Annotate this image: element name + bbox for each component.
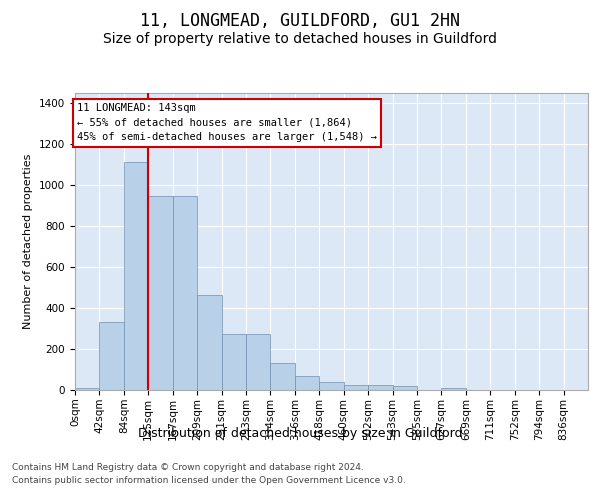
Bar <box>442 388 466 390</box>
Bar <box>197 294 221 390</box>
Bar <box>124 162 148 390</box>
Text: Contains HM Land Registry data © Crown copyright and database right 2024.: Contains HM Land Registry data © Crown c… <box>12 462 364 471</box>
Bar <box>319 382 344 390</box>
Bar <box>271 364 295 390</box>
Bar <box>246 334 271 390</box>
Bar <box>295 376 319 390</box>
Bar <box>368 385 392 390</box>
Bar <box>148 196 173 390</box>
Bar <box>100 322 124 390</box>
Text: Contains public sector information licensed under the Open Government Licence v3: Contains public sector information licen… <box>12 476 406 485</box>
Y-axis label: Number of detached properties: Number of detached properties <box>23 154 34 329</box>
Bar <box>173 196 197 390</box>
Bar <box>344 385 368 390</box>
Bar <box>221 334 246 390</box>
Bar <box>392 386 417 390</box>
Text: Size of property relative to detached houses in Guildford: Size of property relative to detached ho… <box>103 32 497 46</box>
Text: Distribution of detached houses by size in Guildford: Distribution of detached houses by size … <box>138 428 462 440</box>
Text: 11 LONGMEAD: 143sqm
← 55% of detached houses are smaller (1,864)
45% of semi-det: 11 LONGMEAD: 143sqm ← 55% of detached ho… <box>77 103 377 142</box>
Text: 11, LONGMEAD, GUILDFORD, GU1 2HN: 11, LONGMEAD, GUILDFORD, GU1 2HN <box>140 12 460 30</box>
Bar <box>75 388 100 390</box>
